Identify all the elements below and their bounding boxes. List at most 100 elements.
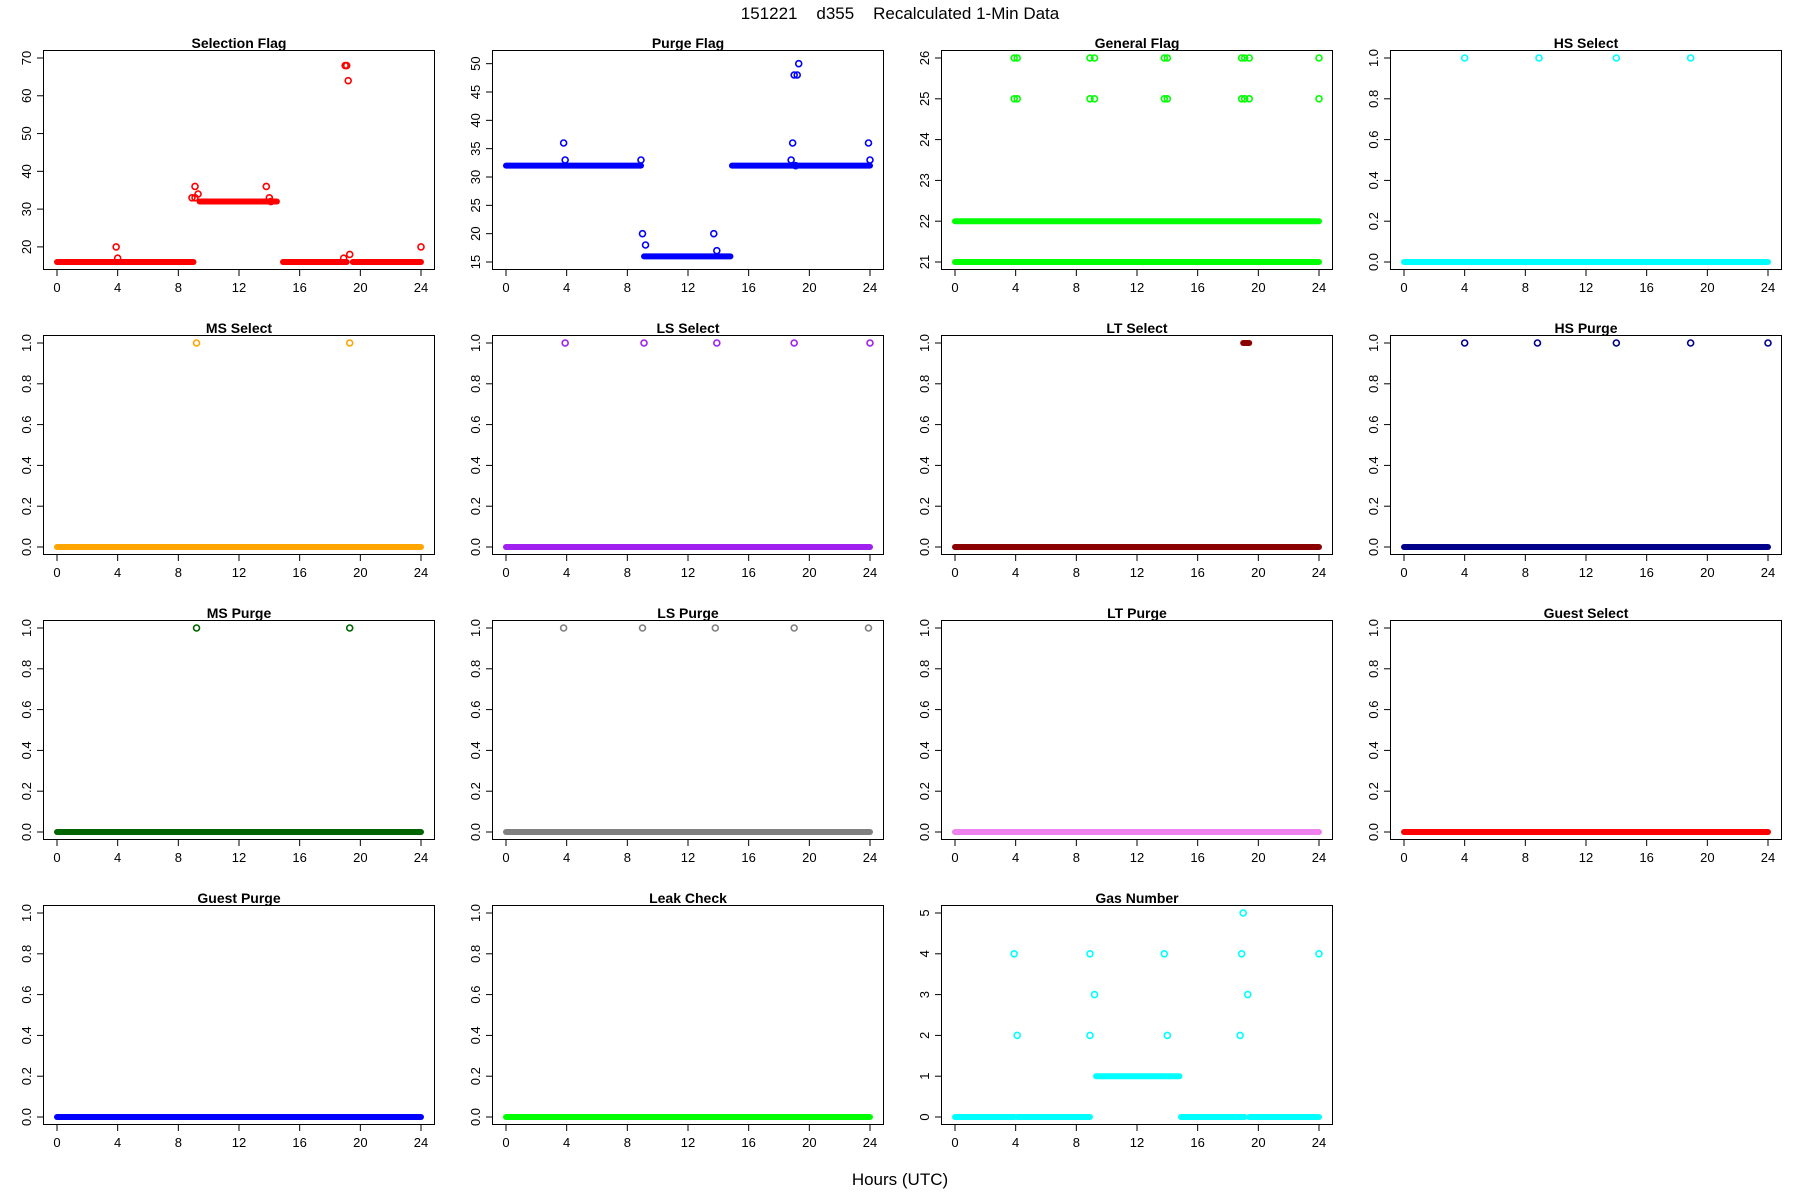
x-tick-label: 8 (175, 850, 182, 865)
panel-title: LS Select (656, 320, 719, 336)
x-tick-label: 12 (1579, 565, 1593, 580)
y-tick-label: 1.0 (468, 334, 483, 352)
x-tick-label: 0 (1400, 280, 1407, 295)
y-tick-label: 0.8 (917, 375, 932, 393)
y-tick-label: 0.2 (19, 497, 34, 515)
chart-panel: Guest Select0 4 8 12 16 20 240.00.20.40.60.81.… (1390, 620, 1782, 840)
y-tick-label: 0.4 (917, 741, 932, 759)
y-tick-label: 1.0 (19, 619, 34, 637)
y-tick-label: 0.0 (468, 538, 483, 556)
data-point (865, 625, 871, 631)
y-tick-label: 0.8 (468, 375, 483, 393)
x-tick-label: 20 (1251, 1135, 1265, 1150)
data-point (1011, 951, 1017, 957)
y-tick-label: 0.4 (1366, 456, 1381, 474)
plot-frame (493, 336, 884, 555)
panel-title: HS Purge (1554, 320, 1617, 336)
data-point (1239, 951, 1245, 957)
y-tick-label: 0.4 (19, 741, 34, 759)
panel-title: Leak Check (649, 890, 727, 906)
chart-panel: LS Purge0 4 8 12 16 20 240.00.20.40.60.81.0 (492, 620, 884, 840)
data-point (1316, 96, 1322, 102)
panel-title: LT Purge (1107, 605, 1167, 621)
data-point (1161, 951, 1167, 957)
x-tick-label: 4 (1012, 565, 1019, 580)
y-tick-label: 0.0 (19, 823, 34, 841)
x-tick-label: 12 (1579, 280, 1593, 295)
data-point (1014, 1032, 1020, 1038)
x-tick-label: 16 (292, 565, 306, 580)
x-tick-label: 4 (1012, 280, 1019, 295)
y-tick-label: 0.6 (917, 701, 932, 719)
y-tick-label: 0.8 (1366, 90, 1381, 108)
data-point (1536, 55, 1542, 61)
y-tick-label: 20 (468, 226, 483, 240)
x-tick-label: 16 (292, 850, 306, 865)
x-tick-label: 20 (1700, 565, 1714, 580)
y-tick-label: 26 (917, 51, 932, 65)
x-tick-label: 20 (353, 565, 367, 580)
y-tick-label: 60 (19, 89, 34, 103)
data-point (1613, 340, 1619, 346)
y-tick-label: 0.8 (1366, 660, 1381, 678)
y-tick-label: 0.2 (19, 782, 34, 800)
data-point (1316, 55, 1322, 61)
x-tick-label: 4 (563, 1135, 570, 1150)
data-point (640, 231, 646, 237)
y-tick-label: 0 (917, 1113, 932, 1120)
x-tick-label: 4 (563, 850, 570, 865)
x-tick-label: 24 (1761, 850, 1775, 865)
chart-panel: LT Select0 4 8 12 16 20 240.00.20.40.60.81.0 (941, 335, 1333, 555)
data-point (1316, 951, 1322, 957)
y-tick-label: 0.0 (468, 823, 483, 841)
x-tick-label: 8 (624, 1135, 631, 1150)
x-tick-label: 4 (114, 280, 121, 295)
x-tick-label: 20 (1251, 280, 1265, 295)
x-tick-label: 24 (1312, 850, 1326, 865)
chart-panel: Guest Purge0 4 8 12 16 20 240.00.20.40.60.81.0 (43, 905, 435, 1125)
x-tick-label: 16 (1190, 280, 1204, 295)
x-tick-label: 0 (951, 565, 958, 580)
data-point (562, 157, 568, 163)
chart-panel: HS Select 0 4 8 12 16 20 24 0.0 0.2 0.4 0.6 0.8 1.0 (1390, 50, 1782, 270)
x-tick-label: 12 (1130, 1135, 1144, 1150)
x-tick-label: 20 (1251, 850, 1265, 865)
y-tick-label: 0.6 (1366, 416, 1381, 434)
chart-panel: LT Purge0 4 8 12 16 20 240.00.20.40.60.81.0 (941, 620, 1333, 840)
x-tick-label: 12 (1579, 850, 1593, 865)
x-tick-label: 8 (1073, 1135, 1080, 1150)
plot-frame (44, 621, 435, 840)
x-tick-label: 0 (53, 850, 60, 865)
chart-panel: LS Select0 4 8 12 16 20 240.00.20.40.60.81.0 (492, 335, 884, 555)
y-tick-label: 1.0 (1366, 619, 1381, 637)
x-tick-label: 24 (414, 565, 428, 580)
data-point (788, 157, 794, 163)
y-tick-label: 0.2 (19, 1067, 34, 1085)
x-tick-label: 4 (563, 565, 570, 580)
x-tick-label: 0 (502, 565, 509, 580)
x-tick-label: 0 (53, 280, 60, 295)
y-tick-label: 0.8 (19, 945, 34, 963)
x-tick-label: 24 (863, 565, 877, 580)
y-tick-label: 0.0 (917, 823, 932, 841)
plot-frame (44, 906, 435, 1125)
x-tick-label: 16 (741, 1135, 755, 1150)
x-tick-label: 0 (502, 280, 509, 295)
data-point (1534, 340, 1540, 346)
y-tick-label: 30 (19, 202, 34, 216)
panel-title: LT Select (1106, 320, 1168, 336)
x-tick-label: 8 (624, 850, 631, 865)
plot-frame (493, 621, 884, 840)
y-tick-label: 0.2 (1366, 782, 1381, 800)
data-point (638, 157, 644, 163)
data-point (1613, 55, 1619, 61)
x-axis-label: Hours (UTC) (0, 1170, 1800, 1190)
plot-frame (1391, 336, 1782, 555)
chart-panel: MS Purge 0 4 8 12 16 20 24 0.0 0.2 0.4 0.6 0.8 1.0 (43, 620, 435, 840)
x-tick-label: 12 (681, 565, 695, 580)
y-tick-label: 25 (917, 92, 932, 106)
data-point (791, 340, 797, 346)
x-tick-label: 4 (1461, 565, 1468, 580)
chart-panel: General Flag0 4 8 12 16 20 24212223242526 (941, 50, 1333, 270)
